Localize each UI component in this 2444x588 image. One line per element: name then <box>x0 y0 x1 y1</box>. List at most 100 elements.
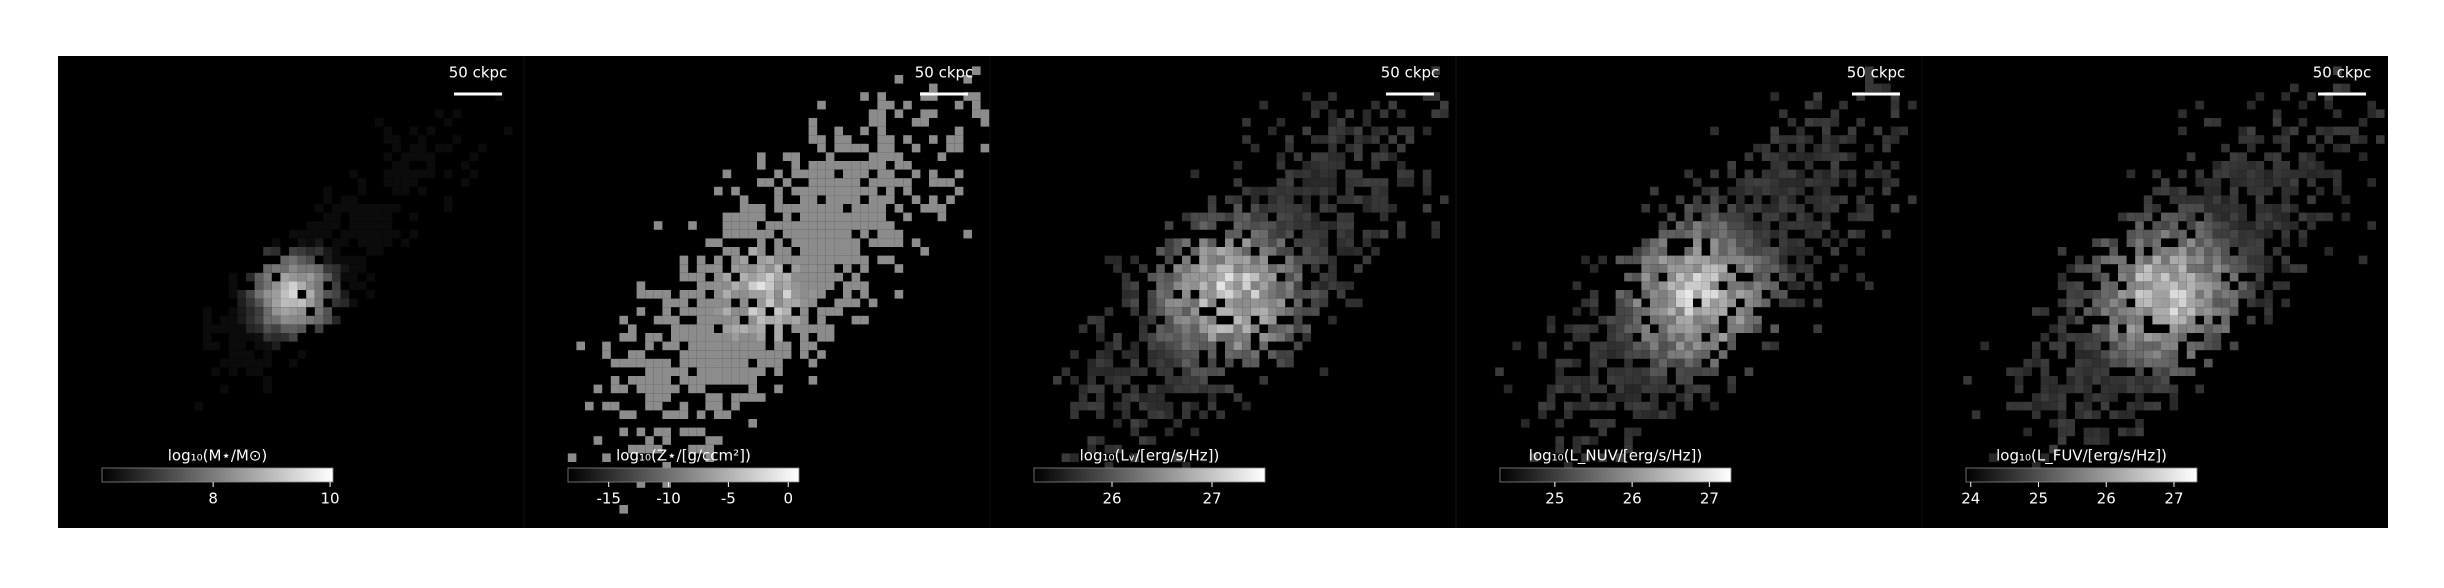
pixel <box>2195 384 2204 394</box>
pixel <box>739 204 749 213</box>
pixel <box>2229 307 2239 316</box>
pixel <box>1276 324 1286 333</box>
pixel <box>1796 255 1805 265</box>
pixel <box>2066 290 2075 299</box>
pixel <box>2358 152 2368 161</box>
pixel <box>825 152 835 161</box>
pixel <box>314 204 324 213</box>
pixel <box>739 393 749 402</box>
pixel <box>662 462 671 471</box>
pixel <box>2255 195 2265 204</box>
pixel <box>1293 264 1303 273</box>
pixel <box>1693 315 1702 325</box>
pixel <box>1667 324 1676 333</box>
pixel <box>2195 281 2204 290</box>
pixel <box>739 367 749 376</box>
pixel <box>1319 290 1329 299</box>
pixel <box>1787 298 1797 308</box>
pixel <box>2049 384 2058 394</box>
pixel <box>1328 281 1337 290</box>
pixel <box>1890 126 1900 136</box>
pixel <box>972 92 981 101</box>
pixel <box>2161 298 2170 308</box>
pixel <box>1096 367 1105 376</box>
pixel <box>2212 247 2222 256</box>
pixel <box>1770 290 1779 299</box>
pixel <box>696 367 706 376</box>
pixel <box>714 298 723 308</box>
pixel <box>1624 315 1633 325</box>
pixel <box>671 384 680 394</box>
pixel <box>911 143 921 153</box>
pixel <box>1727 290 1736 299</box>
pixel <box>1104 444 1114 454</box>
pixel <box>688 376 697 385</box>
pixel <box>2178 307 2187 316</box>
pixel <box>1285 290 1294 299</box>
pixel <box>671 333 680 342</box>
pixel <box>791 255 800 265</box>
pixel <box>860 255 869 265</box>
pixel <box>1190 264 1200 273</box>
pixel <box>1736 255 1745 265</box>
pixel <box>306 221 315 230</box>
pixel <box>392 143 401 153</box>
pixel <box>2204 118 2213 127</box>
pixel <box>2032 393 2041 402</box>
pixel <box>1744 315 1754 325</box>
pixel <box>765 358 775 368</box>
pixel <box>1113 401 1122 411</box>
pixel <box>1736 229 1745 239</box>
pixel <box>1710 195 1719 204</box>
pixel <box>1718 264 1728 273</box>
pixel <box>1839 152 1848 161</box>
pixel <box>1104 462 1114 471</box>
pixel <box>1701 350 1711 359</box>
pixel <box>1658 229 1668 239</box>
pixel <box>679 427 689 437</box>
pixel <box>774 238 783 247</box>
pixel <box>2066 264 2075 273</box>
pixel <box>705 264 714 273</box>
pixel <box>2281 204 2290 213</box>
pixel <box>662 384 671 394</box>
pixel <box>1796 298 1805 308</box>
pixel <box>834 186 843 196</box>
pixel <box>2135 298 2144 308</box>
pixel <box>1761 341 1771 351</box>
pixel <box>1589 401 1599 411</box>
pixel <box>1173 324 1182 333</box>
pixel <box>228 341 238 351</box>
pixel <box>645 436 654 445</box>
pixel <box>1727 229 1736 239</box>
pixel <box>808 161 818 170</box>
pixel <box>800 324 809 333</box>
pixel <box>757 358 766 368</box>
colorbar <box>1499 467 1732 483</box>
pixel <box>203 324 212 333</box>
pixel <box>714 290 723 299</box>
pixel <box>791 264 800 273</box>
pixel <box>1216 290 1225 299</box>
pixel <box>2161 272 2170 282</box>
pixel <box>1796 204 1805 213</box>
pixel <box>860 92 869 101</box>
pixel <box>1761 298 1771 308</box>
pixel <box>297 324 307 333</box>
pixel <box>705 367 714 376</box>
pixel <box>1839 135 1848 144</box>
pixel <box>1328 92 1337 101</box>
pixel <box>426 161 436 170</box>
pixel <box>2169 367 2179 376</box>
pixel <box>2281 161 2290 170</box>
pixel <box>2083 393 2093 402</box>
pixel <box>2135 427 2144 437</box>
pixel <box>1096 384 1105 394</box>
pixel <box>1607 350 1616 359</box>
pixel <box>1225 264 1234 273</box>
pixel <box>576 341 585 351</box>
pixel <box>1804 195 1814 204</box>
pixel <box>808 169 818 179</box>
pixel <box>2186 212 2196 222</box>
colorbar-tick-label: 25 <box>1545 490 1564 508</box>
